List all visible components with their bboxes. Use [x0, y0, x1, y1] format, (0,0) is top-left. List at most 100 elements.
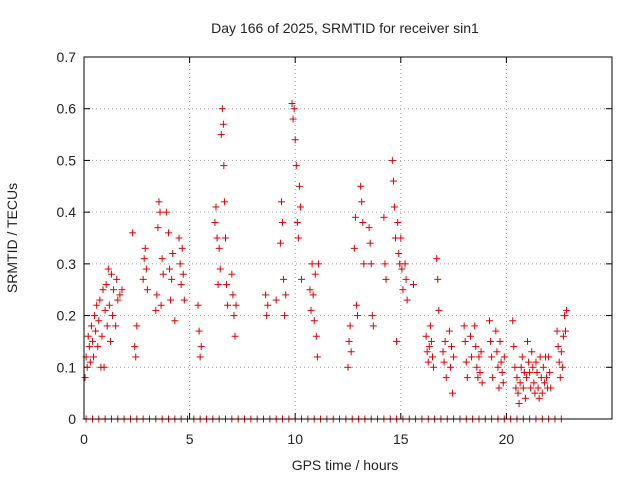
data-point	[169, 250, 177, 258]
y-tick-label: 0	[68, 411, 76, 427]
x-tick-label: 20	[499, 431, 515, 447]
data-point	[95, 317, 103, 325]
data-point	[557, 348, 565, 356]
data-point	[430, 363, 438, 371]
data-point	[535, 394, 543, 402]
data-point	[423, 348, 431, 356]
data-point	[525, 358, 533, 366]
data-point	[178, 244, 186, 252]
data-point	[529, 363, 537, 371]
data-point	[486, 317, 494, 325]
y-tick-label: 0.5	[57, 152, 77, 168]
data-point	[177, 281, 185, 289]
data-point	[527, 384, 535, 392]
data-point	[500, 353, 508, 361]
data-point	[228, 270, 236, 278]
data-point	[218, 105, 226, 113]
data-point	[154, 224, 162, 232]
data-point	[133, 322, 141, 330]
data-point	[307, 306, 315, 314]
data-point	[389, 177, 397, 185]
data-point	[179, 270, 187, 278]
data-point	[214, 281, 222, 289]
data-point	[211, 218, 219, 226]
x-tick-label: 0	[80, 431, 88, 447]
data-point	[141, 244, 149, 252]
data-point	[113, 275, 121, 283]
data-point	[402, 275, 410, 283]
data-point	[534, 384, 542, 392]
data-point	[194, 301, 202, 309]
data-point	[217, 131, 225, 139]
data-point	[220, 162, 228, 170]
y-tick-label: 0.4	[57, 204, 77, 220]
data-point	[498, 368, 506, 376]
data-point	[366, 239, 374, 247]
data-point	[311, 270, 319, 278]
data-point	[468, 353, 476, 361]
data-point	[461, 337, 469, 345]
data-point	[140, 255, 148, 263]
data-point	[279, 218, 287, 226]
chart-title: Day 166 of 2025, SRMTID for receiver sin…	[211, 20, 479, 36]
data-point	[86, 358, 94, 366]
data-point	[118, 286, 126, 294]
data-point	[164, 229, 172, 237]
data-point	[229, 291, 237, 299]
data-point	[92, 327, 100, 335]
data-point	[357, 182, 365, 190]
data-point	[493, 348, 501, 356]
data-point	[347, 348, 355, 356]
data-point	[545, 353, 553, 361]
data-point	[446, 363, 454, 371]
x-tick-label: 15	[393, 431, 409, 447]
data-point	[354, 312, 362, 320]
data-point	[380, 213, 388, 221]
data-point	[294, 234, 302, 242]
data-point	[167, 296, 175, 304]
data-point	[560, 312, 568, 320]
data-point	[85, 343, 93, 351]
data-point	[518, 353, 526, 361]
data-point	[280, 275, 288, 283]
data-point	[489, 374, 497, 382]
data-point	[435, 306, 443, 314]
data-point	[159, 270, 167, 278]
data-point	[109, 312, 117, 320]
data-point	[556, 374, 564, 382]
data-point	[533, 368, 541, 376]
data-point	[157, 301, 165, 309]
data-point	[132, 353, 140, 361]
data-point	[428, 353, 436, 361]
data-point	[516, 379, 524, 387]
data-point	[531, 389, 539, 397]
data-point	[528, 348, 536, 356]
data-point	[87, 322, 95, 330]
data-point	[224, 301, 232, 309]
axis-ticks: 0 0.1 0.2 0.3 0.4 0.5 0.6 0.7 0 5 10 15 20	[57, 49, 612, 447]
data-point	[222, 234, 230, 242]
data-point	[547, 384, 555, 392]
data-point	[293, 218, 301, 226]
data-point	[478, 379, 486, 387]
y-tick-label: 0.6	[57, 101, 77, 117]
data-point	[216, 265, 224, 273]
data-point	[289, 115, 297, 123]
data-point	[142, 265, 150, 273]
data-point	[90, 353, 98, 361]
data-point	[175, 234, 183, 242]
data-point	[530, 379, 538, 387]
data-point	[462, 358, 470, 366]
data-point	[555, 358, 563, 366]
data-point	[162, 208, 170, 216]
data-point	[399, 286, 407, 294]
data-point	[281, 312, 289, 320]
data-point	[558, 363, 566, 371]
data-point	[495, 384, 503, 392]
data-point	[282, 291, 290, 299]
y-tick-label: 0.7	[57, 49, 77, 65]
data-point	[494, 363, 502, 371]
data-point	[526, 368, 534, 376]
data-point	[102, 281, 110, 289]
data-point	[425, 343, 433, 351]
